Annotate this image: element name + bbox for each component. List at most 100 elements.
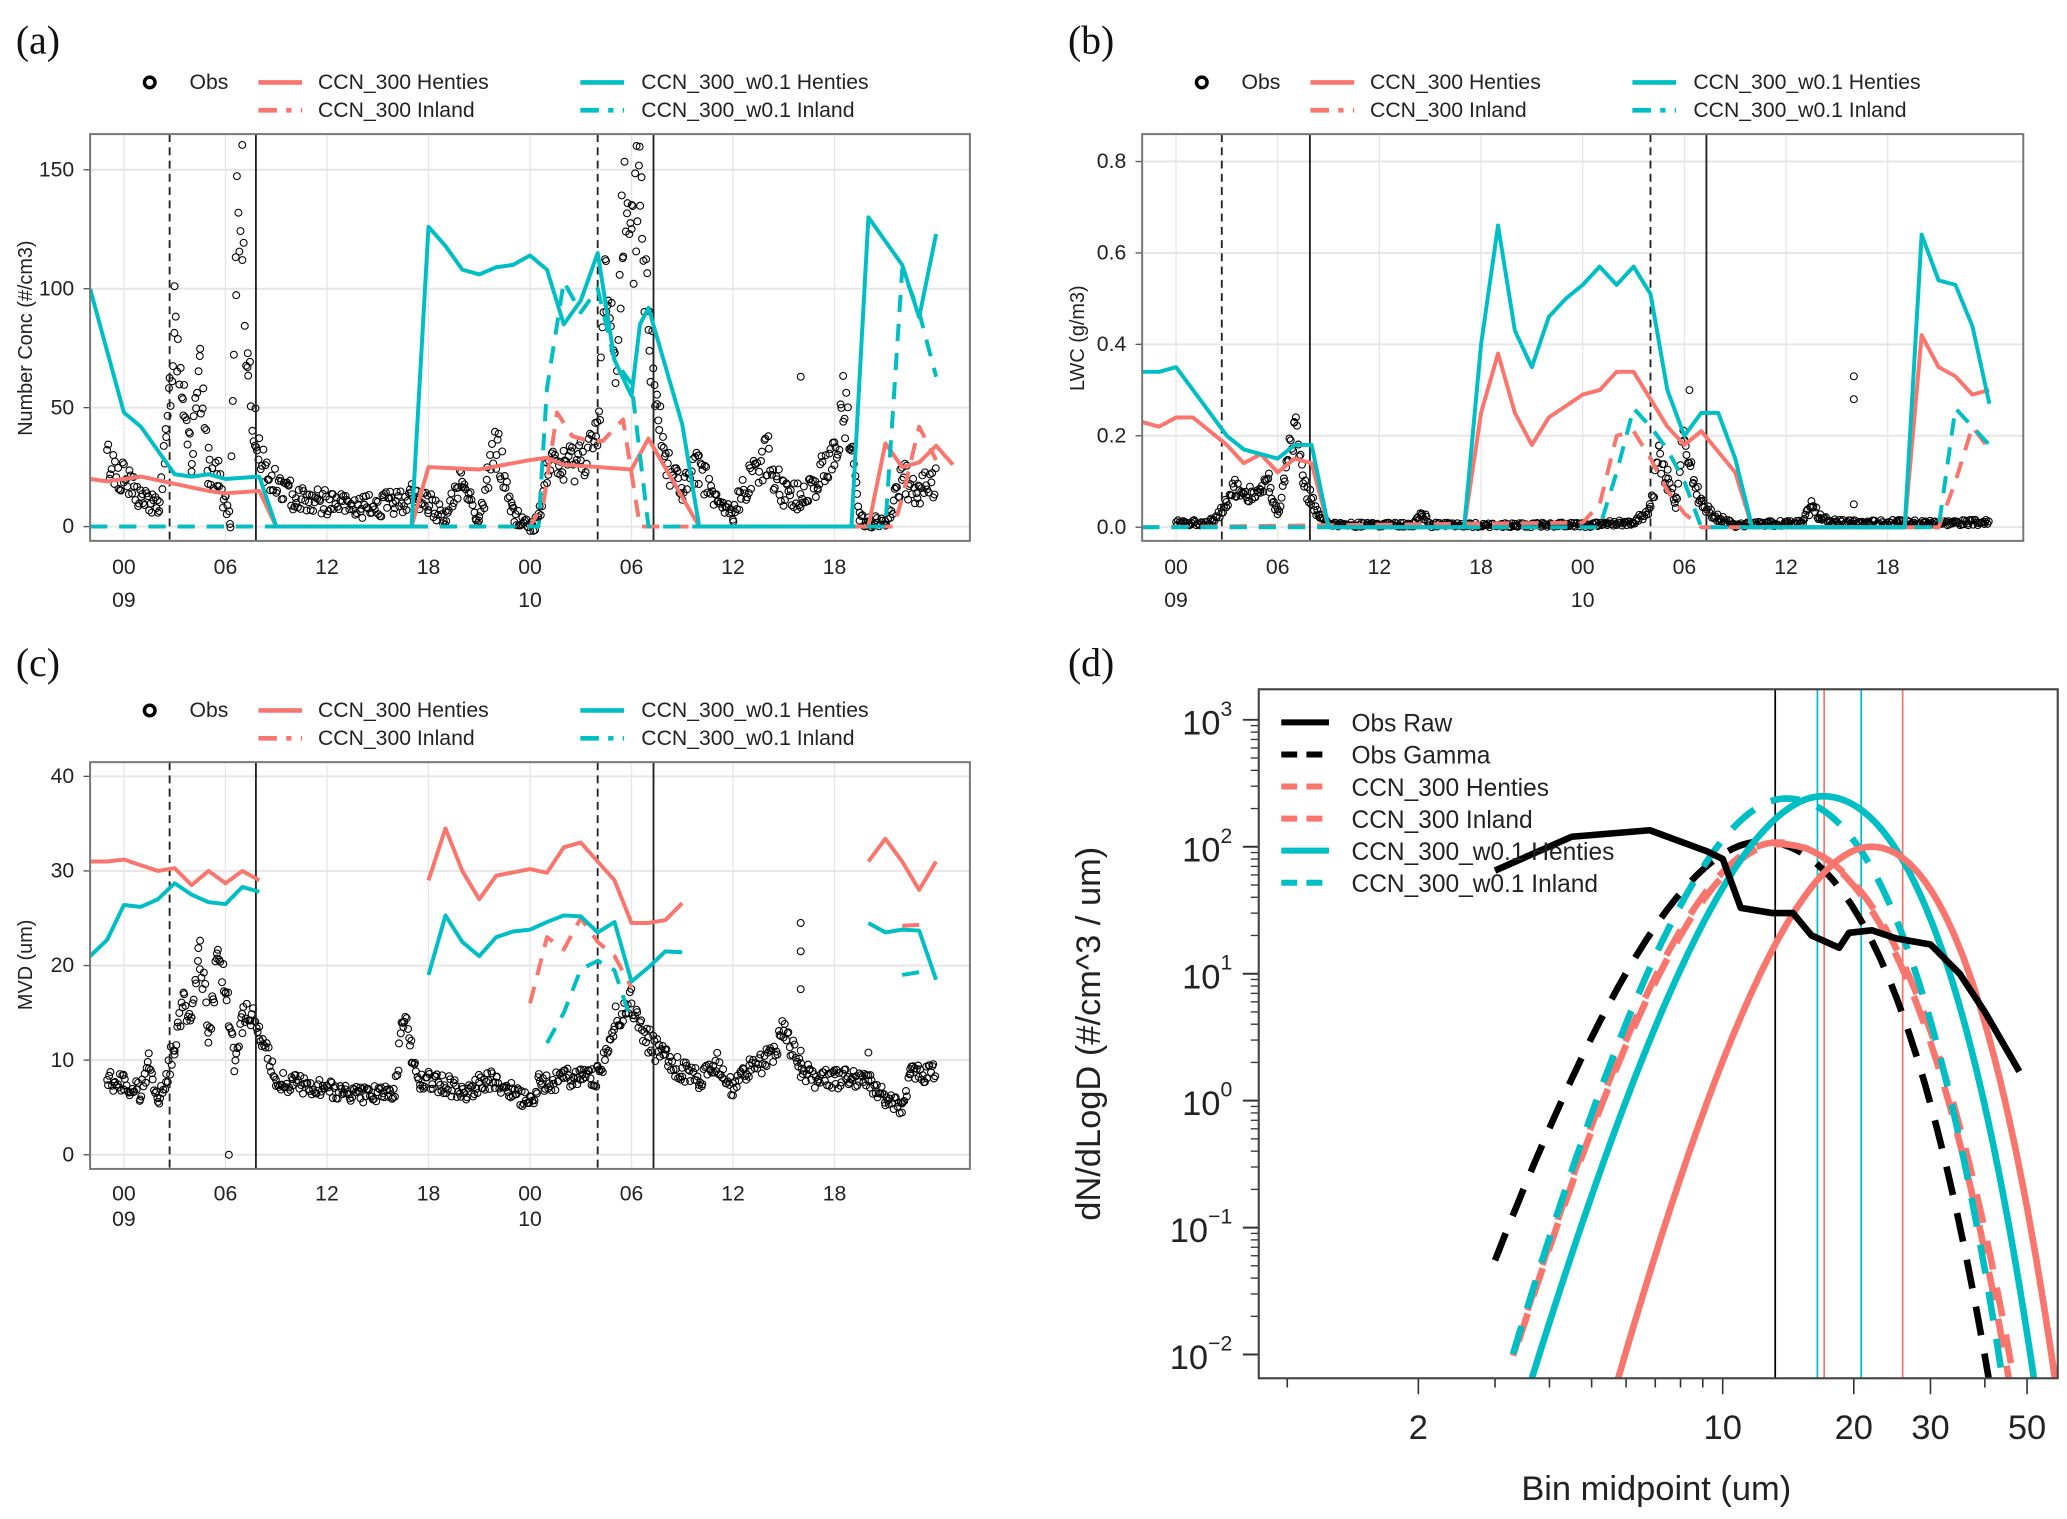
legend-label: CCN_300_w0.1 Inland [641,99,854,122]
obs-point [404,1024,413,1033]
legend-label: CCN_300 Inland [318,727,475,750]
obs-point [909,474,918,483]
obs-point [141,1078,150,1087]
obs-point [225,507,234,516]
obs-point [758,476,767,485]
obs-point [396,487,405,496]
obs-point [113,1080,122,1089]
obs-point [161,425,170,434]
obs-point [785,1043,794,1052]
obs-point [355,494,364,503]
obs-point [474,1070,483,1079]
x-tick-label: 12 [1368,556,1392,579]
obs-point [388,499,397,508]
obs-point [776,497,785,506]
obs-point [116,485,125,494]
obs-point [1673,494,1681,503]
obs-point [912,1065,921,1073]
obs-point [830,438,839,447]
obs-point [673,1052,682,1061]
obs-point [791,1053,800,1062]
legend-label: CCN_300 Henties [1351,775,1548,802]
obs-point [601,1044,610,1053]
obs-point [804,1060,813,1069]
obs-point [917,484,926,493]
obs-point [672,1065,681,1074]
series-line-ccn-300-henties [1142,333,1990,530]
obs-point [841,434,850,443]
y-tick-label: 10 [51,1049,75,1072]
obs-point [191,393,200,402]
x-tick-label: 18 [823,1183,847,1206]
obs-point [480,1075,489,1084]
obs-point [1656,449,1665,458]
obs-point [176,1022,185,1031]
obs-point [153,496,162,505]
obs-point [172,1041,181,1050]
x-tick-label: 18 [417,1183,441,1206]
obs-point [166,401,175,410]
obs-point [315,495,324,504]
legend-obs-marker [142,75,157,90]
obs-point [213,945,222,954]
obs-point [196,344,205,353]
obs-point [1286,436,1295,445]
obs-point [576,456,585,465]
y-tick-label: 102 [1182,825,1232,870]
obs-point [493,435,502,444]
obs-point [155,1099,164,1108]
obs-point [139,499,148,508]
obs-point [839,371,848,380]
obs-point [718,1073,727,1082]
obs-point [715,1058,724,1067]
obs-point [517,1087,526,1096]
obs-point [662,1045,671,1054]
obs-point [931,1072,940,1081]
obs-point [158,485,167,494]
obs-point [583,443,592,452]
x-tick-label: 00 [112,556,136,579]
obs-point [475,512,484,521]
obs-point [532,1089,541,1098]
obs-point [443,1085,452,1094]
obs-point [119,1070,128,1079]
obs-point [864,1048,873,1057]
series-line-ccn-300-w0-1-henties [90,881,938,984]
legend: Obs CCN_300 Henties CCN_300 Inland CCN_300_… [142,699,869,750]
obs-point [581,1073,590,1082]
x-axis-label: Bin midpoint (um) [1521,1470,1791,1508]
obs-point [448,502,457,511]
obs-point [848,1073,857,1082]
plot-area [1491,689,2058,1379]
obs-point [385,1085,394,1094]
obs-point [559,475,568,484]
obs-point [796,1046,805,1055]
obs-point [821,451,830,460]
obs-point [386,1086,395,1095]
y-tick-label: 0.6 [1097,242,1126,265]
obs-point [631,169,640,178]
obs-point [317,509,326,518]
obs-point [627,999,636,1008]
obs-point [796,372,805,381]
obs-point [192,979,201,988]
obs-point [389,1084,398,1093]
obs-point [187,459,196,468]
obs-point [611,1002,620,1011]
obs-point [264,1043,273,1052]
obs-point [466,1083,475,1092]
obs-point [900,1096,909,1105]
legend: Obs Raw Obs Gamma CCN_300 Henties CCN_300 I… [1281,711,1614,898]
obs-point [715,499,724,508]
y-tick-label: 0.0 [1097,516,1126,539]
obs-point [780,496,789,505]
panel-a: (a) Obs CCN_300 Henties CCN_300 Inland CCN_3… [15,18,971,612]
obs-point [207,1024,216,1033]
obs-point [651,1057,660,1066]
obs-point [775,490,784,499]
x-tick-label: 06 [214,556,238,579]
obs-point [595,407,604,416]
obs-point [468,501,477,510]
obs-point [836,400,845,409]
obs-point [494,1079,503,1088]
